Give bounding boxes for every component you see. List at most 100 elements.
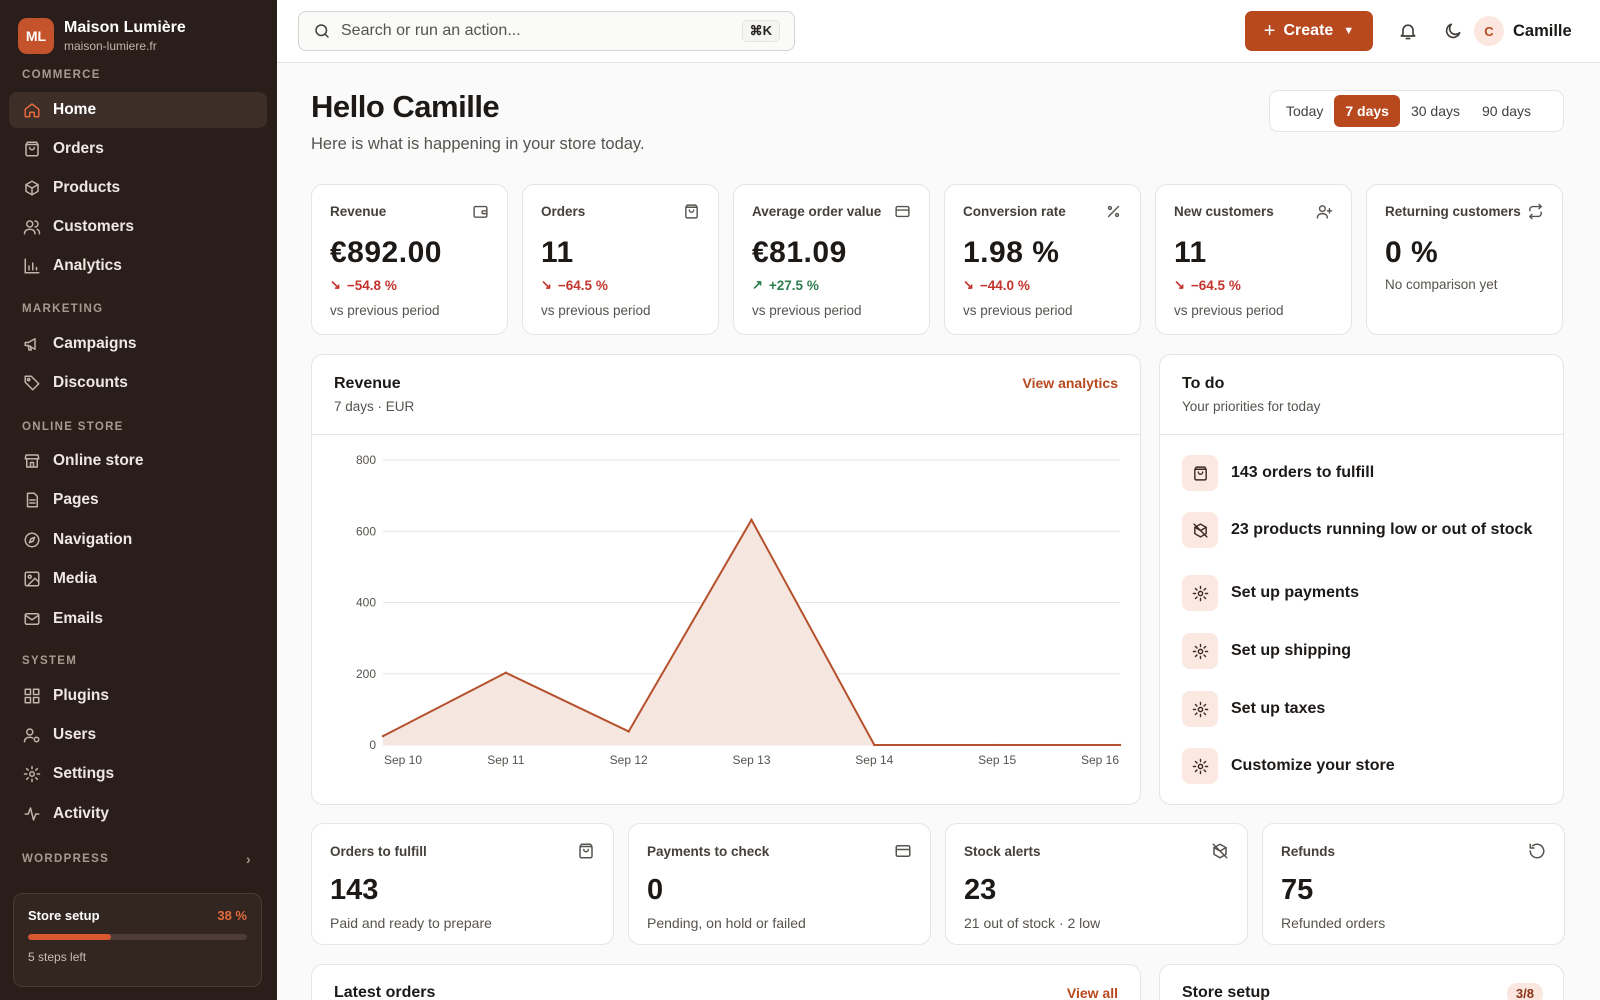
box-off-icon — [1212, 843, 1228, 859]
sidebar-item-online-store[interactable]: Online store — [9, 443, 267, 479]
view-analytics-link[interactable]: View analytics — [1022, 375, 1118, 391]
theme-toggle-button[interactable] — [1440, 18, 1466, 44]
arrow-down-right-icon: ↘ — [1174, 277, 1185, 292]
stat-card-orders[interactable]: Orders 11 ↘ −64.5 % vs previous period — [522, 184, 719, 335]
stat-label: Revenue — [330, 204, 387, 219]
search-bar[interactable]: ⌘K — [298, 11, 795, 51]
sidebar-item-label: Analytics — [53, 257, 122, 274]
section-marketing: MARKETING — [22, 303, 104, 315]
sidebar-item-label: Orders — [53, 140, 104, 157]
sidebar-item-media[interactable]: Media — [9, 561, 267, 597]
range-30-days[interactable]: 30 days — [1410, 103, 1460, 119]
stat-card-conversion-rate[interactable]: Conversion rate 1.98 % ↘ −44.0 % vs previ… — [944, 184, 1141, 335]
users-icon — [23, 220, 41, 235]
brand[interactable]: ML Maison Lumière maison-lumiere.fr — [18, 18, 186, 54]
mini-card-refunds[interactable]: Refunds 75 Refunded orders — [1262, 823, 1565, 945]
sidebar-item-label: Online store — [53, 452, 144, 469]
todo-item-low-stock[interactable]: 23 products running low or out of stock — [1182, 512, 1542, 548]
box-icon — [25, 180, 39, 196]
stat-card-returning-customers[interactable]: Returning customers 0 % No comparison ye… — [1366, 184, 1563, 335]
mini-note: 21 out of stock · 2 low — [964, 915, 1101, 931]
wallet-icon — [473, 205, 488, 218]
setup-percent: 38 % — [217, 908, 247, 923]
data-point — [381, 734, 385, 738]
stat-delta: ↘ −44.0 % — [963, 277, 1122, 293]
sidebar-item-customers[interactable]: Customers — [9, 209, 267, 245]
date-range-selector: Today 7 days 30 days 90 days — [1269, 90, 1564, 132]
search-input[interactable] — [341, 22, 721, 40]
stat-label: Orders — [541, 204, 586, 219]
todo-label: 23 products running low or out of stock — [1231, 521, 1533, 538]
x-tick-label: Sep 16 — [1081, 753, 1119, 767]
stat-card-revenue[interactable]: Revenue €892.00 ↘ −54.8 % vs previous per… — [311, 184, 508, 335]
range-7-days[interactable]: 7 days — [1334, 95, 1400, 127]
todo-label: Set up shipping — [1231, 642, 1351, 659]
sidebar-item-label: Media — [53, 570, 97, 587]
user-menu[interactable]: C Camille — [1474, 16, 1572, 46]
bag-icon — [579, 843, 593, 859]
revenue-area — [383, 519, 1120, 745]
sidebar-item-discounts[interactable]: Discounts — [9, 365, 267, 401]
view-all-orders-link[interactable]: View all — [1066, 985, 1118, 1000]
stat-delta-value: −54.8 % — [346, 277, 397, 293]
sidebar-item-label: Discounts — [53, 374, 128, 391]
todo-item-customize[interactable]: Customize your store — [1182, 748, 1542, 784]
stat-delta: ↘ −64.5 % — [541, 277, 700, 293]
stat-note: vs previous period — [541, 303, 651, 318]
mini-card-orders-to-fulfill[interactable]: Orders to fulfill 143 Paid and ready to … — [311, 823, 614, 945]
topbar: ⌘K + Create ▼ C Camille — [277, 0, 1600, 63]
sidebar-item-analytics[interactable]: Analytics — [9, 248, 267, 284]
y-tick-label: 600 — [356, 524, 376, 538]
sidebar-item-label: Emails — [53, 610, 103, 627]
sidebar-item-orders[interactable]: Orders — [9, 131, 267, 167]
create-button[interactable]: + Create ▼ — [1245, 11, 1373, 51]
sidebar-item-home[interactable]: Home — [9, 92, 267, 128]
sidebar-item-pages[interactable]: Pages — [9, 482, 267, 518]
y-tick-label: 400 — [356, 596, 376, 610]
gear-icon — [23, 765, 41, 783]
y-tick-label: 800 — [356, 453, 376, 467]
section-wordpress[interactable]: WORDPRESS › — [22, 851, 252, 867]
stat-card-new-customers[interactable]: New customers 11 ↘ −64.5 % vs previous pe… — [1155, 184, 1352, 335]
mini-label: Payments to check — [647, 843, 770, 859]
user-name: Camille — [1513, 21, 1572, 40]
bag-icon — [685, 204, 698, 219]
latest-orders-panel: Latest orders View all — [311, 964, 1141, 1000]
stat-card-average-order-value[interactable]: Average order value €81.09 ↗ +27.5 % vs p… — [733, 184, 930, 335]
x-tick-label: Sep 11 — [487, 753, 524, 767]
todo-item-shipping[interactable]: Set up shipping — [1182, 633, 1542, 669]
sidebar-item-campaigns[interactable]: Campaigns — [9, 326, 267, 362]
stat-note: vs previous period — [1174, 303, 1284, 318]
mini-value: 143 — [330, 874, 379, 906]
range-today[interactable]: Today — [1286, 103, 1324, 119]
todo-item-taxes[interactable]: Set up taxes — [1182, 691, 1542, 727]
data-point — [995, 743, 999, 747]
sidebar-item-plugins[interactable]: Plugins — [9, 678, 267, 714]
range-90-days[interactable]: 90 days — [1482, 103, 1532, 119]
sidebar-item-label: Users — [53, 726, 97, 743]
stat-delta-value: +27.5 % — [768, 277, 819, 293]
todo-item-fulfill-orders[interactable]: 143 orders to fulfill — [1182, 455, 1542, 491]
y-tick-label: 0 — [369, 738, 376, 752]
mini-card-stock-alerts[interactable]: Stock alerts 23 21 out of stock · 2 low — [945, 823, 1248, 945]
todo-label: Set up payments — [1231, 584, 1360, 601]
gear-icon — [1192, 643, 1208, 659]
sidebar-item-activity[interactable]: Activity — [9, 796, 267, 832]
chevron-down-icon: ▼ — [1343, 25, 1355, 37]
sidebar-item-settings[interactable]: Settings — [9, 756, 267, 792]
page-subtitle: Here is what is happening in your store … — [311, 135, 645, 153]
sidebar-item-products[interactable]: Products — [9, 170, 267, 206]
todo-item-payments[interactable]: Set up payments — [1182, 575, 1542, 611]
sidebar-item-users[interactable]: Users — [9, 717, 267, 753]
divider — [1160, 434, 1563, 435]
mini-card-payments-to-check[interactable]: Payments to check 0 Pending, on hold or … — [628, 823, 931, 945]
setup-progress-bar — [28, 934, 247, 940]
sidebar-item-navigation[interactable]: Navigation — [9, 522, 267, 558]
activity-icon — [24, 807, 40, 821]
notifications-button[interactable] — [1395, 18, 1421, 44]
sidebar-item-label: Activity — [53, 805, 109, 822]
mini-value: 0 — [647, 874, 664, 906]
data-point — [1118, 743, 1122, 747]
sidebar-item-emails[interactable]: Emails — [9, 601, 267, 637]
store-setup-card[interactable]: Store setup 38 % 5 steps left — [13, 893, 262, 987]
